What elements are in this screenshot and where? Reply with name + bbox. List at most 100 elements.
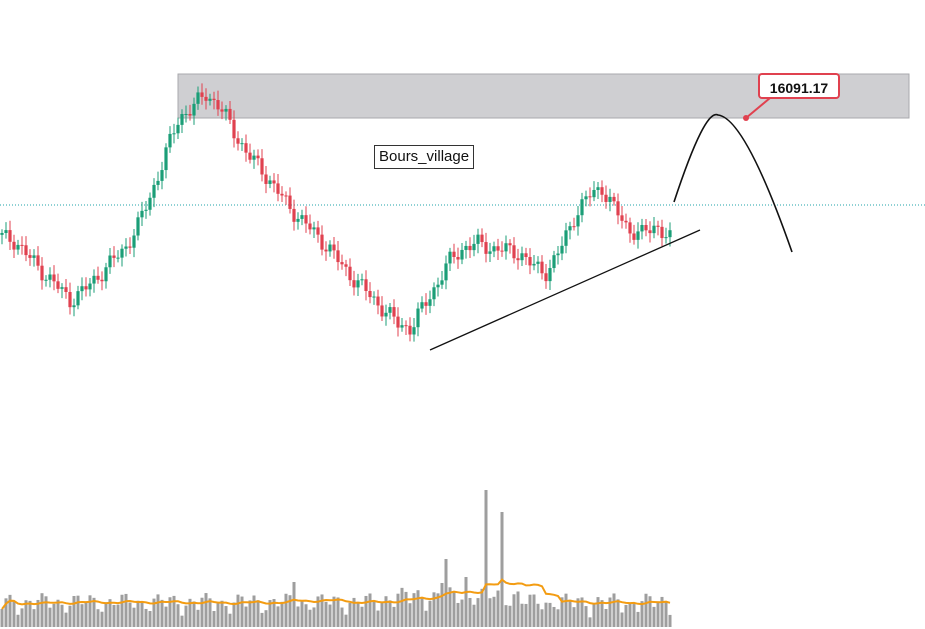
- candle-body: [120, 248, 124, 258]
- volume-bar: [416, 590, 420, 627]
- candle-body: [76, 291, 80, 306]
- candle-body: [532, 263, 536, 266]
- candle-body: [8, 230, 12, 242]
- volume-bar: [384, 596, 388, 627]
- volume-bar: [116, 604, 120, 627]
- volume-bar: [244, 606, 248, 627]
- candle-body: [588, 196, 592, 198]
- candle-body: [624, 220, 628, 223]
- volume-bar: [344, 614, 348, 627]
- volume-bar: [60, 604, 64, 627]
- volume-bar: [208, 598, 212, 627]
- candle-body: [476, 234, 480, 244]
- candle-body: [400, 325, 404, 328]
- candle-body: [496, 246, 500, 251]
- candle-body: [108, 255, 112, 268]
- volume-bar: [276, 606, 280, 627]
- volume-bar: [236, 594, 240, 627]
- candle-body: [508, 243, 512, 246]
- candle-body: [112, 255, 116, 258]
- volume-bar: [84, 602, 88, 627]
- candle-body: [632, 233, 636, 240]
- volume-bar: [100, 611, 104, 627]
- volume-bar: [420, 596, 424, 627]
- volume-bar: [400, 587, 404, 627]
- candle-body: [172, 133, 176, 135]
- candle-body: [484, 242, 488, 254]
- volume-bar: [352, 597, 356, 627]
- volume-moving-average: [1, 578, 671, 610]
- candle-body: [92, 275, 96, 284]
- volume-bar: [480, 588, 484, 627]
- volume-bar: [404, 591, 408, 627]
- volume-bar: [304, 604, 308, 627]
- candle-body: [580, 199, 584, 216]
- volume-bar: [372, 600, 376, 627]
- volume-bar: [468, 597, 472, 627]
- volume-bar: [540, 609, 544, 627]
- candle-body: [176, 124, 180, 134]
- volume-bar: [272, 599, 276, 627]
- volume-bar: [68, 605, 72, 627]
- candle-body: [300, 215, 304, 219]
- volume-bar: [476, 598, 480, 627]
- candle-body: [428, 299, 432, 306]
- volume-bar: [320, 594, 324, 627]
- candle-body: [36, 255, 40, 266]
- candle-body: [44, 279, 48, 281]
- callout-pointer: [745, 97, 771, 119]
- candle-body: [384, 312, 388, 317]
- volume-bar: [196, 609, 200, 627]
- volume-bar: [472, 604, 476, 627]
- volume-bar: [316, 596, 320, 627]
- volume-bar: [436, 593, 440, 627]
- candle-body: [544, 273, 548, 282]
- candle-body: [652, 225, 656, 234]
- candle-body: [648, 230, 652, 234]
- candle-body: [456, 256, 460, 260]
- candle-body: [104, 267, 108, 282]
- candle-body: [376, 296, 380, 306]
- candle-body: [500, 250, 504, 252]
- candle-body: [84, 286, 88, 290]
- volume-bar: [92, 597, 96, 627]
- candle-body: [316, 227, 320, 235]
- candle-body: [660, 226, 664, 239]
- candle-body: [564, 230, 568, 246]
- candle-body: [420, 302, 424, 309]
- candle-body: [516, 258, 520, 261]
- candle-body: [160, 170, 164, 181]
- volume-bar: [664, 601, 668, 627]
- volume-bar: [668, 614, 672, 627]
- volume-bar: [228, 613, 232, 627]
- candle-body: [472, 243, 476, 251]
- volume-bar: [360, 606, 364, 627]
- candle-body: [356, 280, 360, 288]
- volume-bar: [200, 597, 204, 627]
- candle-body: [320, 234, 324, 250]
- candle-body: [380, 305, 384, 317]
- volume-bar: [220, 600, 224, 627]
- candle-body: [144, 209, 148, 211]
- candle-body: [536, 261, 540, 264]
- volume-bar: [156, 594, 160, 627]
- candle-body: [232, 119, 236, 139]
- volume-bar: [172, 595, 176, 627]
- candle-body: [256, 155, 260, 159]
- volume-bar: [280, 601, 284, 627]
- volume-bar: [20, 608, 24, 627]
- candle-body: [528, 257, 532, 266]
- candle-body: [140, 210, 144, 218]
- candle-body: [24, 245, 28, 256]
- volume-bar: [576, 598, 580, 627]
- candle-body: [328, 244, 332, 252]
- volume-bar: [456, 602, 460, 627]
- volume-bar: [292, 582, 296, 627]
- candle-body: [584, 196, 588, 200]
- candle-body: [524, 253, 528, 258]
- volume-bar: [544, 602, 548, 627]
- volume-bar: [612, 593, 616, 627]
- volume-bar: [308, 609, 312, 627]
- volume-bar: [376, 610, 380, 627]
- candle-body: [192, 103, 196, 116]
